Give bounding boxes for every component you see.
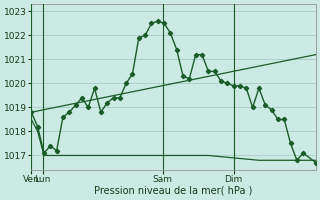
- X-axis label: Pression niveau de la mer( hPa ): Pression niveau de la mer( hPa ): [94, 186, 253, 196]
